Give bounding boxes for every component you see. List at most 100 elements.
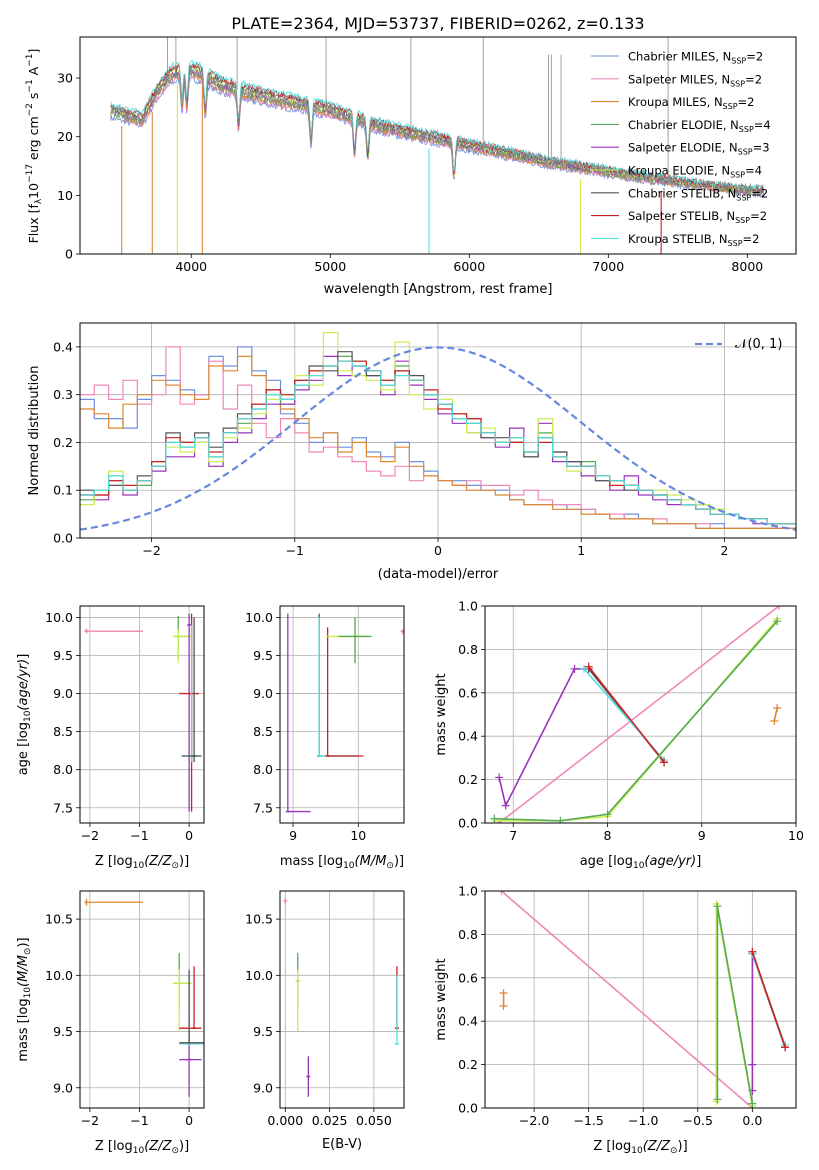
x-tick-label: −1: [130, 1113, 148, 1128]
y-tick-label: 0.2: [458, 772, 478, 787]
x-tick-label: −2.0: [519, 1113, 549, 1128]
y-axis-label: mass weight: [434, 673, 449, 755]
error-bars: [285, 613, 404, 813]
y-axis-label: Normed distribution: [27, 366, 42, 496]
legend-n: =2: [750, 209, 767, 223]
unit: (M/M: [16, 955, 31, 987]
axes-frame: [279, 890, 405, 1109]
legend-n: =2: [745, 72, 762, 86]
y-tick-label: 9.0: [253, 1080, 273, 1095]
legend-n: =2: [743, 232, 760, 246]
x-tick-label: −1.0: [628, 1113, 658, 1128]
y-tick-label: 0.6: [458, 685, 478, 700]
unit: log: [16, 722, 31, 742]
unit: log: [323, 854, 343, 869]
legend-text: Salpeter STELIB, N: [628, 209, 735, 223]
unit: ⊙: [171, 1146, 179, 1156]
error-bars: [84, 613, 202, 812]
axes-frame: [484, 890, 797, 1109]
x-tick-label: −1: [286, 543, 304, 558]
x-tick-label: 9: [698, 828, 706, 843]
unit: 10: [23, 987, 33, 999]
x-axis-label: mass [log10(M/M⊙)]: [280, 854, 404, 871]
x-tick-label: 7000: [592, 259, 624, 274]
y-tick-label: 0.4: [53, 339, 73, 354]
x-tick-label: 10: [350, 828, 366, 843]
unit: 10: [133, 1146, 145, 1156]
y-tick-label: 0.6: [458, 970, 478, 985]
x-tick-label: 0.0: [742, 1113, 762, 1128]
legend-sub: SSP: [736, 193, 751, 202]
y-tick-label: 10: [57, 188, 73, 203]
legend-label: Salpeter STELIB, NSSP=2: [628, 209, 767, 225]
unit: (Z/Z: [643, 1139, 671, 1154]
unit: ⊙: [670, 1146, 678, 1156]
x-axis-label: Z [log10(Z/Z⊙)]: [95, 1139, 189, 1156]
unit: log: [613, 854, 633, 869]
y-tick-label: 9.0: [253, 686, 273, 701]
unit: ]: [696, 854, 701, 869]
unit: (age/yr): [16, 659, 31, 711]
plus-marker: [495, 773, 504, 782]
unit: log: [611, 1139, 631, 1154]
unit: log: [113, 1139, 133, 1154]
plus-marker: [748, 947, 757, 956]
unit: )]: [678, 1139, 688, 1154]
unit: )]: [394, 854, 404, 869]
legend-text: Salpeter MILES, N: [628, 72, 730, 86]
y-tick-label: 10.0: [245, 610, 273, 625]
x-tick-label: −1.5: [573, 1113, 603, 1128]
legend-n: =2: [746, 50, 763, 64]
plus-marker: [570, 664, 579, 673]
x-axis-label-text: Z [: [593, 1139, 611, 1154]
plus-marker: [603, 810, 612, 819]
x-tick-label: 1: [577, 543, 585, 558]
unit: 10: [133, 861, 145, 871]
weight-line-salpeter_miles: [498, 606, 780, 823]
unit: ]: [16, 654, 31, 659]
x-axis-label: (data-model)/error: [378, 567, 499, 582]
unit: log: [16, 998, 31, 1018]
x-tick-label: 0.050: [356, 1113, 392, 1128]
axes-frame: [79, 605, 205, 824]
legend-sub: SSP: [730, 171, 745, 180]
weight-line-salpeter_stelib: [588, 666, 665, 763]
y-tick-label: 10.0: [45, 968, 73, 983]
y-tick-label: 1.0: [458, 884, 478, 899]
y-tick-label: 0: [65, 247, 73, 262]
legend-text: Chabrier MILES, N: [628, 50, 731, 64]
axes-frame: [79, 36, 797, 255]
plus-marker: [490, 814, 499, 823]
mass_vs_z-panel: −2 −1 09.09.510.010.5Z [log10(Z/Z⊙)]mass […: [16, 890, 205, 1156]
y-tick-label: 9.5: [253, 1024, 273, 1039]
legend-n: =2: [751, 186, 768, 200]
y-axis-label: age [log10(age/yr)]: [16, 654, 33, 776]
unit: 10: [23, 710, 33, 722]
x-tick-label: −2: [81, 828, 99, 843]
x-tick-label: 2: [720, 543, 728, 558]
y-tick-label: 9.0: [53, 686, 73, 701]
unit: )]: [179, 1139, 189, 1154]
unit: )]: [16, 937, 31, 947]
x-tick-label: 0: [185, 1113, 193, 1128]
unit: −1: [25, 54, 35, 67]
plus-marker: [579, 664, 588, 673]
plus-marker: [713, 902, 722, 911]
weight-line-salpeter_miles: [500, 891, 753, 1108]
y-axis-label: mass [log10(M/M⊙)]: [16, 937, 33, 1061]
x-tick-label: 7: [509, 828, 517, 843]
y-tick-label: 0.4: [458, 729, 478, 744]
y-tick-label: 0.0: [458, 816, 478, 831]
x-axis-label: Z [log10(Z/Z⊙)]: [593, 1139, 687, 1156]
y-tick-label: 0.0: [53, 531, 73, 546]
plus-marker: [556, 816, 565, 823]
plus-marker: [781, 1043, 790, 1052]
x-tick-label: 0: [185, 828, 193, 843]
weight-lines: [497, 891, 790, 1108]
x-tick-label: 0: [434, 543, 442, 558]
unit: λ: [34, 198, 44, 204]
unit: −1: [25, 79, 35, 92]
y-tick-label: 8.0: [253, 762, 273, 777]
